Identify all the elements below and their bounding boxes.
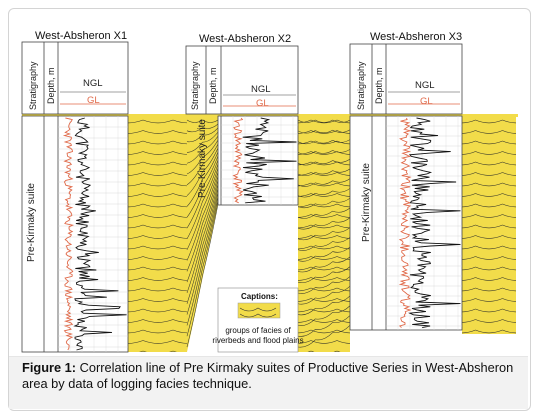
facies-band-top (22, 114, 518, 117)
facies-arcs-connections (186, 119, 351, 348)
well-x3-gl-curve (398, 117, 412, 328)
figure-label: Figure 1: (22, 360, 77, 375)
legend-title: Captions: (241, 292, 278, 301)
well-x3-stratigraphy-label: Stratigraphy (356, 61, 366, 110)
legend-swatch (237, 302, 281, 319)
facies-arcs-x2 (298, 119, 350, 352)
well-x1-stratigraphy-label: Stratigraphy (28, 61, 38, 110)
legend-swatch-arcs (239, 307, 277, 318)
well-x1-suite-label: Pre-Kirmaky suite (26, 183, 37, 262)
well-x1-ngl-curve (73, 117, 127, 351)
well-x3-suite-label: Pre-Kirmaky suite (361, 163, 372, 242)
well-x1-header-box (21, 41, 129, 115)
well-x2-ngl-curve (242, 117, 297, 204)
well-x3-header-box (349, 43, 463, 115)
well-x1-depth-label: Depth, m (46, 67, 56, 104)
well-x2-title: West-Absheron X2 (199, 33, 292, 45)
well-x3-depth-label: Depth, m (374, 67, 384, 104)
well-x1-gl-label: GL (87, 95, 100, 106)
facies-arcs-x1 (128, 119, 187, 352)
well-x2-depth-label: Depth, m (208, 67, 218, 104)
well-x1-log-track (21, 115, 129, 353)
caption-background (9, 356, 528, 409)
well-x2-ngl-label: NGL (251, 84, 271, 95)
well-x2-suite-label: Pre-Kirmaky suite (197, 119, 208, 198)
legend-description: groups of facies of riverbeds and flood … (212, 326, 304, 345)
legend-box (217, 287, 299, 353)
well-x3-ngl-curve (408, 117, 461, 329)
well-x3-title: West-Absheron X3 (370, 31, 463, 43)
well-x1-ngl-label: NGL (83, 78, 103, 89)
well-x1-title: West-Absheron X1 (35, 30, 128, 42)
facies-arcs-x3 (462, 119, 516, 334)
well-x1-gl-curve (62, 117, 75, 351)
figure-caption: Figure 1: Correlation line of Pre Kirmak… (22, 360, 517, 392)
figure-caption-text: Correlation line of Pre Kirmaky suites o… (22, 360, 514, 391)
well-x2-gl-label: GL (256, 98, 269, 109)
facies-column-x2 (298, 116, 350, 352)
facies-column-x3 (462, 116, 516, 334)
well-x3-ngl-label: NGL (415, 80, 435, 91)
well-x2-stratigraphy-label: Stratigraphy (190, 61, 200, 110)
facies-column-x1 (128, 116, 187, 352)
well-x3-gl-label: GL (420, 96, 433, 107)
well-x2-header-box (185, 45, 299, 115)
facies-connection-x1-x2 (187, 116, 218, 352)
well-x2-gl-curve (232, 117, 244, 204)
